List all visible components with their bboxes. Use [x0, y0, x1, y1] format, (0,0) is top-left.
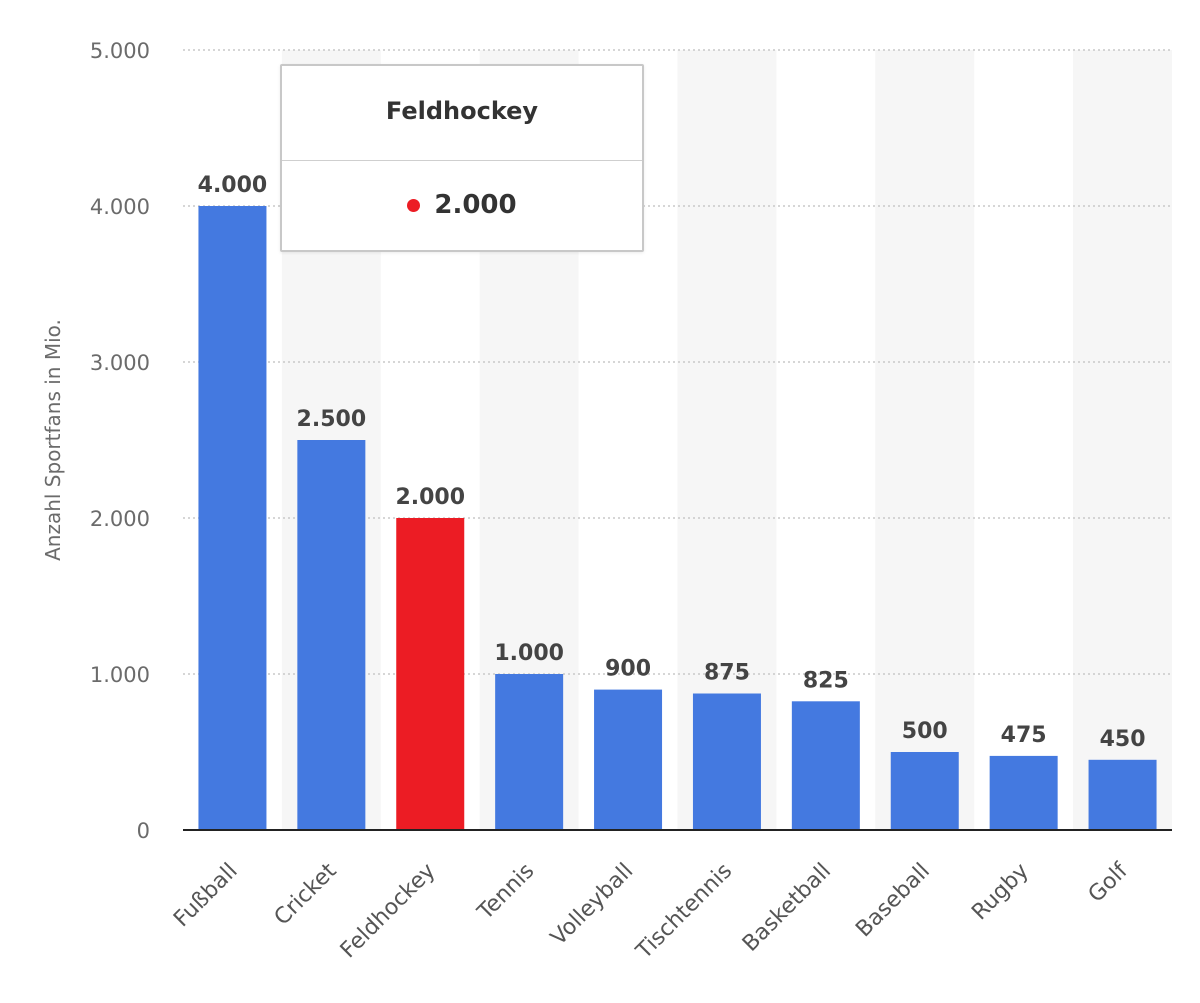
band-7 [875, 50, 975, 830]
data-label-9: 450 [1100, 727, 1146, 752]
bar-7[interactable] [890, 752, 959, 830]
band-9 [1073, 50, 1172, 830]
y-tick-label: 3.000 [90, 351, 150, 375]
bars [198, 206, 1157, 831]
y-tick-label: 4.000 [90, 195, 150, 219]
y-axis-label: Anzahl Sportfans in Mio. [41, 319, 65, 561]
data-labels: 4.000 2.500 2.000 1.000 900 875 825 500 475 450 [198, 173, 1146, 752]
bar-6[interactable] [791, 701, 860, 830]
bar-5[interactable] [692, 693, 761, 831]
x-tick-label-2: Feldhockey [336, 859, 441, 964]
data-label-1: 2.500 [297, 407, 367, 432]
data-label-2: 2.000 [395, 485, 465, 510]
x-tick-label-8: Rugby [967, 859, 1034, 926]
x-tick-label-5: Tischtennis [631, 859, 737, 965]
x-tick-label-6: Basketball [738, 859, 836, 957]
x-tick-label-1: Cricket [270, 858, 342, 930]
x-tick-label-7: Baseball [851, 859, 935, 943]
bar-9[interactable] [1088, 759, 1157, 830]
bar-3[interactable] [495, 674, 564, 830]
tooltip-value: 2.000 [434, 190, 517, 220]
data-label-5: 875 [704, 661, 750, 686]
bar-0[interactable] [198, 206, 267, 830]
x-tick-label-0: Fußball [169, 859, 242, 932]
data-label-4: 900 [605, 657, 651, 682]
tooltip-series-dot-icon [407, 198, 421, 212]
tooltip-title: Feldhockey [282, 66, 642, 161]
data-label-0: 4.000 [198, 173, 268, 198]
bar-4[interactable] [594, 689, 663, 830]
y-tick-label: 1.000 [90, 663, 150, 687]
tooltip-body: 2.000 [282, 161, 642, 249]
bar-2[interactable] [396, 518, 465, 830]
x-tick-label-4: Volleyball [546, 859, 638, 951]
x-tick-label-3: Tennis [472, 859, 539, 926]
data-label-7: 500 [902, 719, 948, 744]
tooltip: Feldhockey 2.000 [280, 64, 644, 252]
data-label-3: 1.000 [494, 641, 564, 666]
bar-8[interactable] [989, 755, 1058, 830]
y-tick-label: 0 [137, 819, 150, 843]
y-tick-label: 5.000 [90, 39, 150, 63]
x-tick-label-9: Golf [1084, 858, 1134, 908]
data-label-8: 475 [1001, 723, 1047, 748]
data-label-6: 825 [803, 668, 849, 693]
y-tick-label: 2.000 [90, 507, 150, 531]
y-axis-ticks: 0 1.000 2.000 3.000 4.000 5.000 [90, 39, 150, 843]
bar-1[interactable] [297, 440, 366, 830]
